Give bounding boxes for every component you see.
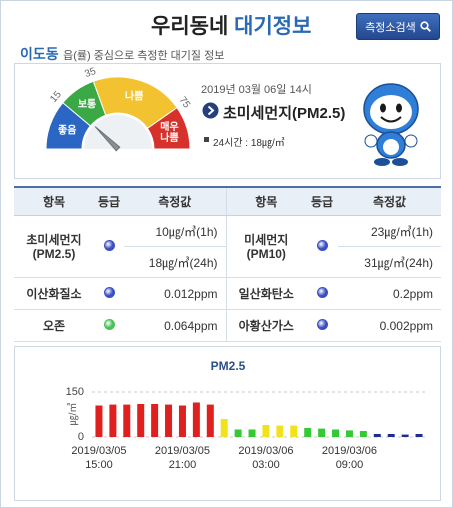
bar <box>415 434 423 437</box>
gauge-center <box>84 115 152 149</box>
search-button-label: 측정소검색 <box>365 21 416 34</box>
bar <box>332 429 340 437</box>
bar <box>387 434 395 437</box>
bar <box>178 405 186 437</box>
grade-dot <box>103 318 115 330</box>
location-name: 이도동 <box>20 46 59 62</box>
item-cell: 초미세먼지(PM2.5) <box>14 215 94 278</box>
grade-cell <box>306 277 338 310</box>
gauge-tick-label: 75 <box>177 95 193 111</box>
x-tick-label: 2019/03/06 09:00 <box>321 445 377 471</box>
value-cell: 0.064ppm <box>124 309 226 342</box>
bar <box>401 434 409 437</box>
bar <box>192 402 200 437</box>
gauge-label: 보통 <box>77 99 97 111</box>
bar <box>109 404 117 437</box>
y-axis-label: ㎍/㎥ <box>66 403 79 426</box>
bar <box>206 404 214 437</box>
gauge-tick-label: 35 <box>83 66 98 80</box>
bar <box>318 428 326 437</box>
value-cell: 31㎍/㎥(24h) <box>338 246 441 278</box>
chart-title: PM2.5 <box>211 359 246 373</box>
bar <box>165 404 173 437</box>
grade-cell <box>94 309 124 342</box>
table-row: 초미세먼지(PM2.5) 10㎍/㎥(1h) 미세먼지(PM10) 23㎍/㎥(1h) <box>14 215 441 278</box>
item-cell: 일산화탄소 <box>225 277 306 310</box>
bar <box>248 429 256 437</box>
grade-cell <box>94 277 124 310</box>
chart: PM2.5 ㎍/㎥ 0 150 <box>66 359 426 442</box>
datetime: 2019년 03월 06일 14시 <box>201 84 312 96</box>
arrow-icon <box>202 102 219 119</box>
table-row: 18㎍/㎥(24h) 31㎍/㎥(24h) <box>14 246 441 278</box>
bar <box>137 404 145 437</box>
measurement-table: 항목 등급 측정값 항목 등급 측정값 초미세먼지(PM2.5) 10㎍/㎥(1h) 미세먼지… <box>14 186 441 342</box>
grade-dot <box>316 318 328 330</box>
bar <box>276 425 284 437</box>
x-tick-label: 2019/03/05 15:00 <box>71 445 127 471</box>
bar <box>359 431 367 437</box>
value-cell: 0.002ppm <box>338 309 441 342</box>
item-cell: 미세먼지(PM10) <box>225 215 306 278</box>
x-tick-label: 2019/03/06 03:00 <box>238 445 294 471</box>
item-cell: 오존 <box>14 309 94 342</box>
value-cell: 23㎍/㎥(1h) <box>338 215 441 247</box>
y-tick-label: 150 <box>66 386 84 398</box>
table-row: 이산화질소 0.012ppm 일산화탄소 0.2ppm <box>14 277 441 310</box>
x-tick-label: 2019/03/05 21:00 <box>154 445 210 471</box>
value-cell: 0.2ppm <box>338 277 441 310</box>
title: 우리동네 대기정보 <box>151 10 311 40</box>
title-highlight: 대기정보 <box>234 15 312 38</box>
bar <box>345 430 353 437</box>
bar <box>123 404 131 437</box>
bar <box>234 429 242 437</box>
grade-dot <box>316 286 328 298</box>
item-cell: 이산화질소 <box>14 277 94 310</box>
location-description: 읍(률) 중심으로 측정한 대기질 정보 <box>63 50 225 62</box>
table-header-cell: 측정값 <box>124 186 226 216</box>
gauge-label: 매우 나쁨 <box>160 121 179 144</box>
location: 이도동 읍(률) 중심으로 측정한 대기질 정보 <box>20 44 224 64</box>
table-header-cell: 항목 <box>14 186 94 216</box>
bullet <box>204 137 209 142</box>
grade-dot <box>316 239 328 251</box>
mascot <box>363 83 419 166</box>
table-header-cell: 등급 <box>306 186 338 216</box>
gauge-label: 좋음 <box>58 125 77 137</box>
gauge-segment <box>146 107 191 150</box>
table-row: 오존 0.064ppm 아황산가스 0.002ppm <box>14 309 441 342</box>
bar <box>95 405 103 437</box>
gauge: 15 35 75 <box>45 66 193 152</box>
grade-cell <box>94 215 124 278</box>
pollutant: 초미세먼지(PM2.5) <box>223 105 346 122</box>
grade-dot <box>103 286 115 298</box>
gauge-needle <box>94 126 121 152</box>
grade-cell <box>306 309 338 342</box>
bar <box>290 425 298 437</box>
y-tick-label: 0 <box>78 431 84 442</box>
value-label: 24시간 : 18㎍/㎥ <box>213 138 285 149</box>
bar <box>304 428 312 437</box>
search-icon <box>420 21 431 32</box>
gauge-label: 나쁨 <box>125 91 144 103</box>
bar <box>373 434 381 437</box>
title-main: 우리동네 <box>151 15 229 38</box>
grade-dot <box>103 239 115 251</box>
search-button[interactable]: 측정소검색 <box>356 13 440 40</box>
value-cell: 18㎍/㎥(24h) <box>124 246 226 278</box>
value-cell: 0.012ppm <box>124 277 226 310</box>
value-cell: 10㎍/㎥(1h) <box>124 215 226 247</box>
bar <box>220 419 228 437</box>
bar <box>262 425 270 437</box>
table-header-cell: 항목 <box>225 186 306 216</box>
item-cell: 아황산가스 <box>225 309 306 342</box>
gauge-tick-label: 15 <box>48 89 64 105</box>
bar <box>151 404 159 437</box>
grade-cell <box>306 215 338 278</box>
table-header-cell: 등급 <box>94 186 124 216</box>
table-header: 항목 등급 측정값 항목 등급 측정값 <box>14 186 441 216</box>
table-header-cell: 측정값 <box>338 186 441 216</box>
